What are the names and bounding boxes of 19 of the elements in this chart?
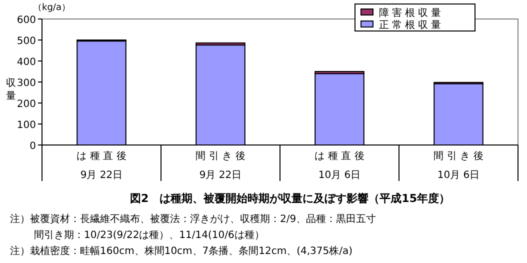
y-tick-label: 500 [16, 36, 36, 47]
y-tick-label: 200 [16, 99, 36, 110]
legend-label: 障害根収量 [379, 7, 444, 19]
text: 注）被覆資材：長繊維不織布、被覆法：浮きがけ、収穫期：2/9、品種：黒田五寸 [10, 213, 376, 225]
text: 図2 は種期、被覆開始時期が収量に及ぼす影響（平成15年度） [130, 192, 450, 205]
x-tick-label: は 種 直 後 10月 6日 [314, 150, 364, 181]
y-tick-label: 300 [16, 78, 36, 89]
x-tick-label: 間 引 き 後 10月 6日 [434, 150, 484, 181]
text: 注）栽植密度：畦幅160cm、株間10cm、7条播、条間12cm、(4,375株/a) [10, 245, 353, 257]
y-tick-label: 400 [16, 57, 36, 68]
text: （kg/a） [33, 3, 70, 13]
text: 間引き期：10/23(9/22は種）、11/14(10/6は種） [34, 229, 264, 241]
y-axis-title: 収量 [6, 77, 16, 102]
y-tick-label: 0 [30, 141, 36, 152]
x-tick-label: は 種 直 後 9月 22日 [76, 150, 126, 181]
y-tick-label: 600 [16, 15, 36, 26]
legend-label: 正常根収量 [379, 19, 444, 31]
x-tick-label: 間 引 き 後 9月 22日 [196, 150, 246, 181]
y-tick-label: 100 [16, 120, 36, 131]
